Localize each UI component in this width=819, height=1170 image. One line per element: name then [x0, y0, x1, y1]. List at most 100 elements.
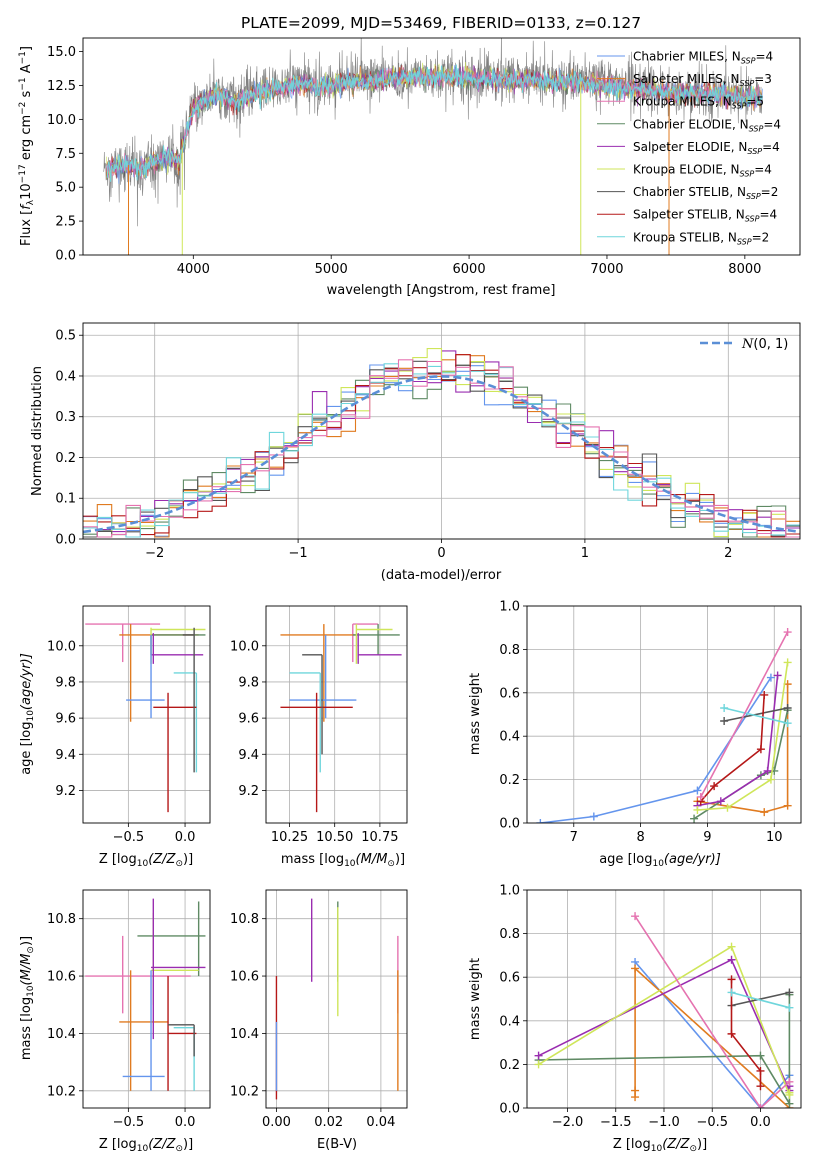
x-tick-label: 8 — [636, 830, 644, 845]
weight-marker — [785, 1099, 794, 1108]
y-tick-label: 10.8 — [230, 912, 259, 927]
gaussian-curve — [83, 375, 800, 534]
y-tick-label: 0.1 — [55, 492, 76, 507]
weight-marker — [631, 964, 640, 973]
weight-marker — [720, 703, 729, 712]
weight-marker — [589, 812, 598, 821]
y-tick-label: 5.0 — [55, 181, 76, 196]
weight-marker — [756, 1082, 765, 1091]
weight-line — [697, 675, 779, 807]
y-tick-label: 9.4 — [55, 748, 76, 763]
x-tick-label: −0.5 — [113, 1115, 145, 1130]
histogram-step — [83, 359, 800, 538]
weight-marker — [783, 801, 792, 810]
weight-marker — [760, 690, 769, 699]
y-tick-label: 9.6 — [238, 712, 259, 727]
x-tick-label: −1 — [289, 546, 308, 561]
y-tick-label: 0.0 — [499, 817, 520, 832]
plot-area — [536, 628, 792, 823]
y-tick-label: 9.6 — [55, 712, 76, 727]
x-tick-label: 0 — [437, 546, 445, 561]
plot-area — [85, 898, 206, 1091]
weight-line — [731, 991, 790, 1007]
y-tick-label: 0.8 — [499, 643, 520, 658]
x-axis-label: E(B-V) — [317, 1137, 357, 1152]
weight-marker — [763, 766, 772, 775]
weight-marker — [785, 1088, 794, 1097]
y-axis-label: Normed distribution — [30, 366, 45, 496]
x-tick-label: −2 — [145, 546, 164, 561]
legend-label: Kroupa ELODIE, NSSP=4 — [633, 163, 772, 179]
legend-label: N(0, 1) — [741, 337, 788, 352]
axes-frame — [82, 889, 211, 1109]
x-axis-label: age [log10(age/yr)] — [599, 852, 721, 869]
model-spectrum — [106, 61, 763, 179]
x-tick-label: −0.5 — [113, 830, 145, 845]
y-tick-label: 10.4 — [230, 1027, 259, 1042]
y-tick-label: 0.4 — [499, 1014, 520, 1029]
axes-frame — [82, 605, 211, 824]
y-axis-label: mass [log10(M/M⊙)] — [19, 936, 36, 1060]
plot-area — [85, 623, 206, 813]
y-tick-label: 0.0 — [55, 249, 76, 264]
y-tick-label: 10.0 — [47, 113, 76, 128]
weight-marker — [783, 719, 792, 728]
weight-marker — [783, 628, 792, 637]
weight-line — [634, 915, 790, 1108]
weight-marker — [727, 1029, 736, 1038]
weight-marker — [723, 803, 732, 812]
weight-marker — [536, 819, 545, 823]
panel-spectrum: 4000 5000 6000 7000 8000 0.0 2.5 5.0 7.5 10.0 12.5… — [47, 37, 801, 277]
model-spectrum — [106, 64, 763, 182]
x-axis-label: (data-model)/error — [381, 568, 502, 583]
weight-marker — [727, 955, 736, 964]
weight-marker — [756, 745, 765, 754]
x-tick-label: 0.00 — [262, 1115, 291, 1130]
y-tick-label: 0.3 — [55, 410, 76, 425]
plot-area — [103, 38, 763, 255]
weight-line — [730, 979, 762, 1087]
y-tick-label: 0.4 — [55, 369, 76, 384]
weight-marker — [693, 805, 702, 814]
y-tick-label: 0.4 — [499, 730, 520, 745]
weight-marker — [727, 942, 736, 951]
weight-marker — [766, 673, 775, 682]
y-tick-label: 10.6 — [47, 970, 76, 985]
plot-area — [280, 623, 402, 813]
chart-title: PLATE=2099, MJD=53469, FIBERID=0133, z=0… — [241, 14, 641, 32]
legend-label: Kroupa STELIB, NSSP=2 — [633, 230, 769, 246]
weight-marker — [631, 1086, 640, 1095]
x-tick-label: 7 — [570, 830, 578, 845]
weight-marker — [756, 1104, 765, 1108]
y-tick-label: 0.5 — [55, 329, 76, 344]
y-tick-label: 1.0 — [499, 600, 520, 615]
x-tick-label: 0.04 — [366, 1115, 395, 1130]
plot-area — [275, 898, 399, 1100]
weight-marker — [785, 988, 794, 997]
y-tick-label: 0.8 — [499, 927, 520, 942]
weight-line — [723, 707, 788, 722]
weight-marker — [727, 988, 736, 997]
panel-age-vs-mass: 10.25 10.50 10.75 9.2 9.4 9.6 9.8 10.0 — [230, 605, 408, 845]
y-axis-label: mass weight — [468, 958, 483, 1040]
weight-marker — [727, 975, 736, 984]
weight-marker — [760, 808, 769, 817]
weight-marker — [696, 792, 705, 801]
weight-marker — [756, 1066, 765, 1075]
weight-marker — [773, 671, 782, 680]
x-tick-label: 9 — [703, 830, 711, 845]
panel-weight-vs-age: 7 8 9 10 0.0 0.2 0.4 0.6 0.8 1.0 — [499, 600, 802, 845]
y-axis-label: mass weight — [468, 673, 483, 755]
weight-marker — [716, 797, 725, 806]
y-tick-label: 1.0 — [499, 884, 520, 899]
x-axis-label: wavelength [Angstrom, rest frame] — [327, 283, 556, 298]
legend-label: Salpeter MILES, NSSP=3 — [633, 72, 772, 88]
y-tick-label: 9.2 — [238, 784, 259, 799]
weight-marker — [785, 1003, 794, 1012]
y-tick-label: 0.0 — [499, 1102, 520, 1117]
panel-residuals: −2 −1 0 1 2 0.0 0.1 0.2 0.3 0.4 0.5 — [55, 322, 801, 561]
x-tick-label: 7000 — [590, 262, 623, 277]
y-tick-label: 0.2 — [499, 773, 520, 788]
weight-line — [731, 991, 790, 1009]
